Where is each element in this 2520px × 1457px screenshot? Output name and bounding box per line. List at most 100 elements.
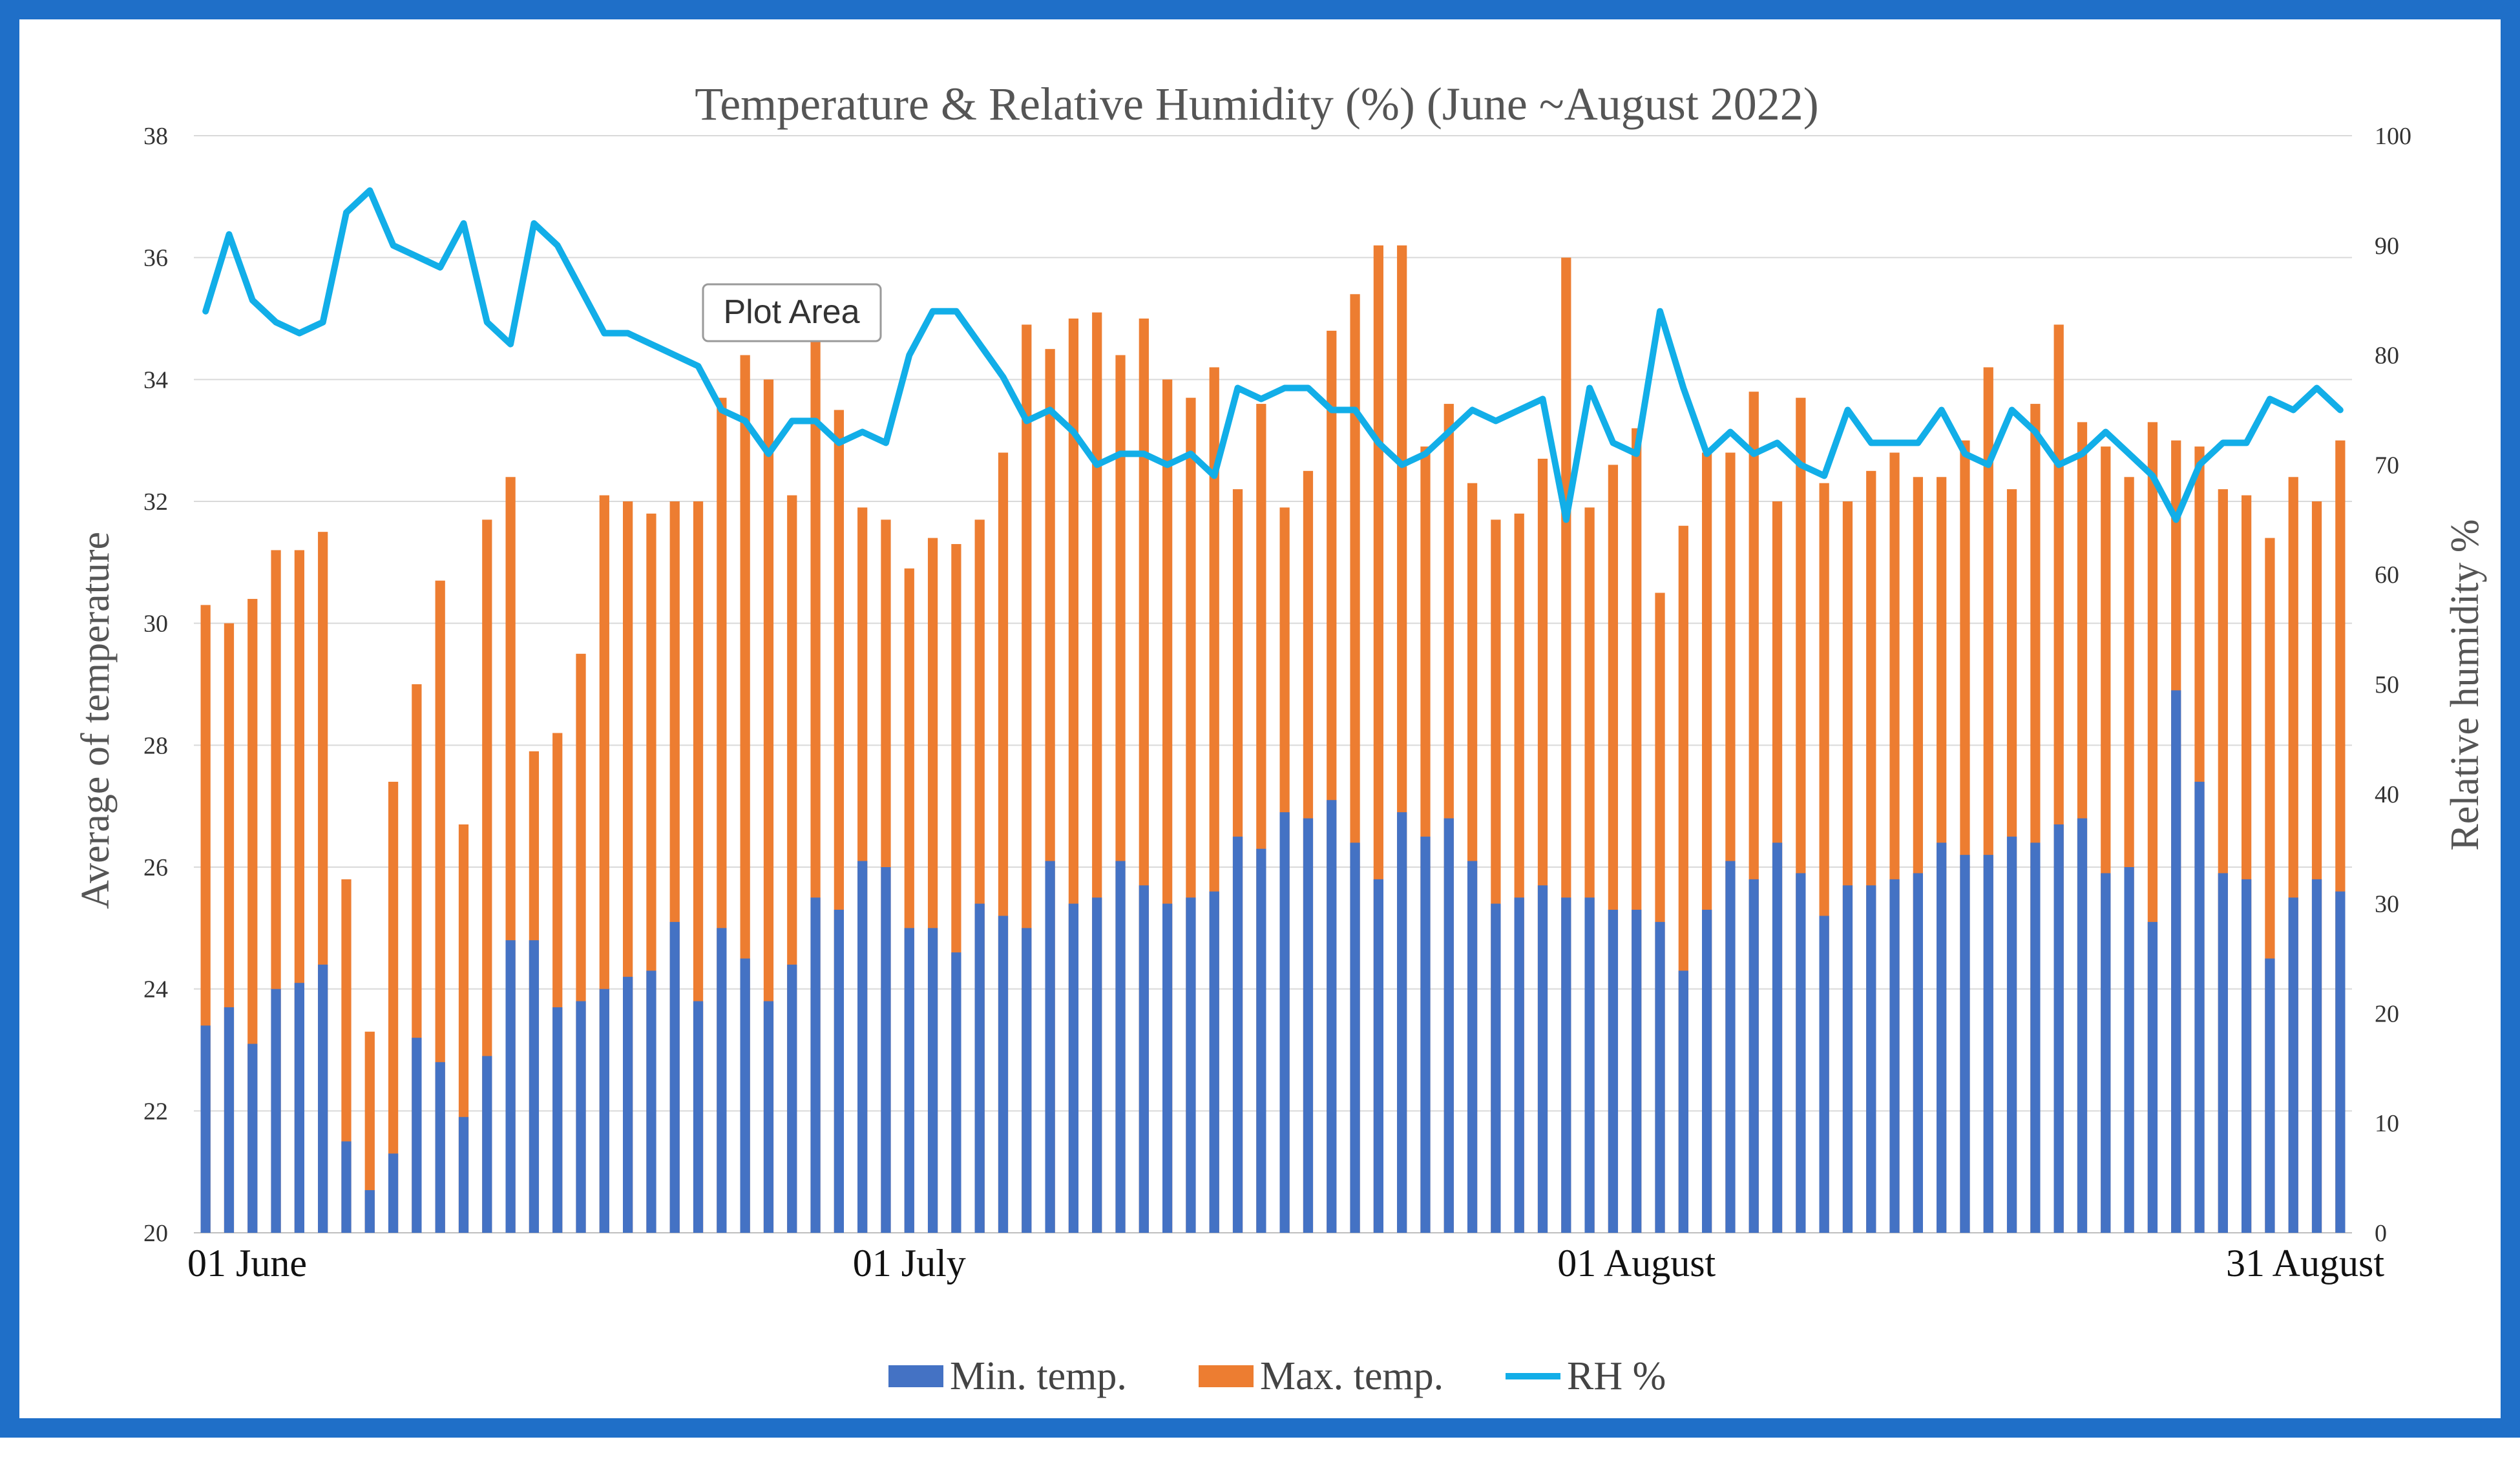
min-temp-bar — [1983, 855, 1993, 1233]
x-axis-date-labels: 01 June 01 July 01 August 31 August — [187, 1242, 2384, 1284]
min-temp-bar — [2053, 824, 2064, 1233]
min-temp-bar — [1045, 861, 1055, 1233]
min-temp-bar — [1960, 855, 1970, 1233]
min-temp-bar — [224, 1007, 235, 1233]
min-temp-bar — [810, 897, 821, 1233]
min-temp-bar — [2147, 921, 2158, 1233]
min-temp-bar — [740, 958, 750, 1233]
min-temp-bar — [2194, 781, 2205, 1233]
min-temp-bar — [1162, 903, 1173, 1233]
left-tick-label: 36 — [143, 245, 168, 272]
min-temp-bar — [388, 1153, 399, 1233]
min-temp-bar — [974, 903, 985, 1233]
legend-label: RH % — [1567, 1354, 1666, 1398]
temperature-humidity-chart: Temperature & Relative Humidity (%) (Jun… — [74, 78, 2487, 1398]
min-temp-bar — [247, 1043, 258, 1233]
min-temp-bar — [1796, 873, 1806, 1233]
left-tick-label: 32 — [143, 488, 168, 516]
min-temp-bar — [1913, 873, 1923, 1233]
min-temp-bar — [2101, 873, 2111, 1233]
min-temp-bar — [1327, 800, 1337, 1233]
min-temp-bar — [529, 940, 540, 1233]
min-temp-bar — [576, 1001, 586, 1233]
min-temp-bar — [435, 1062, 445, 1233]
min-temp-bar — [1561, 897, 1571, 1233]
min-temp-bar — [1819, 916, 1829, 1233]
min-temp-bar — [552, 1007, 563, 1233]
date-label: 01 June — [187, 1242, 307, 1284]
min-temp-bar — [1373, 879, 1383, 1233]
date-label: 01 August — [1557, 1242, 1716, 1284]
right-tick-label: 100 — [2375, 123, 2411, 150]
min-temp-bar — [412, 1038, 422, 1233]
right-tick-label: 30 — [2375, 891, 2399, 918]
right-tick-label: 20 — [2375, 1000, 2399, 1027]
max-temp-bar — [364, 1031, 375, 1233]
left-tick-label: 22 — [143, 1098, 168, 1125]
min-temp-bar — [834, 910, 844, 1233]
min-temp-bar — [857, 861, 868, 1233]
plot-area-tooltip: Plot Area — [702, 283, 882, 342]
min-temp-bar — [2242, 879, 2252, 1233]
left-tick-label: 34 — [143, 366, 168, 393]
date-label: 31 August — [2226, 1242, 2384, 1284]
left-y-axis-ticks: 20 22 24 26 28 30 32 34 36 38 — [143, 123, 168, 1247]
max-temp-bar — [482, 519, 492, 1233]
min-temp-bar — [1748, 879, 1759, 1233]
right-tick-label: 40 — [2375, 781, 2399, 808]
min-temp-bar — [2311, 879, 2322, 1233]
chart-title: Temperature & Relative Humidity (%) (Jun… — [695, 78, 1819, 130]
min-temp-bar — [1678, 970, 1688, 1233]
min-temp-bar — [1444, 818, 1454, 1233]
min-temp-bar — [646, 970, 656, 1233]
rh-line-series — [202, 187, 2344, 523]
left-tick-label: 26 — [143, 854, 168, 881]
min-temp-bar — [1608, 910, 1619, 1233]
right-y-axis-ticks: 0 10 20 30 40 50 60 70 80 90 100 — [2375, 123, 2411, 1247]
min-temp-bar — [693, 1001, 704, 1233]
min-temp-bar — [1279, 812, 1290, 1233]
tooltip-text: Plot Area — [723, 293, 859, 331]
min-temp-bar — [787, 964, 797, 1233]
min-temp-bar — [2171, 690, 2181, 1233]
min-temp-bar — [1725, 861, 1736, 1233]
min-temp-bar — [271, 989, 281, 1233]
min-temp-bar — [1491, 903, 1501, 1233]
min-temp-bar — [1584, 897, 1595, 1233]
min-temp-bar — [2218, 873, 2228, 1233]
min-temp-bar — [763, 1001, 774, 1233]
min-temp-bar — [1209, 891, 1219, 1233]
left-axis-title: Average of temperature — [74, 532, 118, 909]
min-temp-bar — [1303, 818, 1314, 1233]
left-tick-label: 38 — [143, 123, 168, 150]
min-temp-bar — [1232, 836, 1243, 1233]
min-temp-bar — [623, 976, 633, 1233]
min-temp-bar — [1186, 897, 1196, 1233]
min-temp-bar — [2006, 836, 2017, 1233]
bar-series — [200, 245, 2346, 1233]
min-temp-bar — [1467, 861, 1478, 1233]
min-temp-bar — [1068, 903, 1079, 1233]
right-tick-label: 80 — [2375, 342, 2399, 370]
min-temp-bar — [1420, 836, 1431, 1233]
min-temp-bar — [1350, 843, 1360, 1233]
min-temp-bar — [1632, 910, 1642, 1233]
min-temp-bar — [2124, 867, 2134, 1233]
min-temp-bar — [482, 1056, 492, 1233]
right-axis-title: Relative humidity % — [2443, 519, 2487, 850]
left-tick-label: 28 — [143, 732, 168, 759]
left-tick-label: 30 — [143, 611, 168, 638]
legend-label: Min. temp. — [950, 1354, 1127, 1398]
min-temp-bar — [998, 916, 1009, 1233]
min-temp-bar — [1022, 928, 1032, 1233]
rh-line — [202, 187, 2344, 523]
min-temp-bar — [669, 921, 680, 1233]
legend-swatch — [1199, 1365, 1254, 1387]
min-temp-bar — [927, 928, 938, 1233]
min-temp-bar — [1772, 843, 1783, 1233]
min-temp-bar — [717, 928, 727, 1233]
min-temp-bar — [1115, 861, 1126, 1233]
min-temp-bar — [1139, 885, 1149, 1233]
min-temp-bar — [951, 952, 961, 1233]
